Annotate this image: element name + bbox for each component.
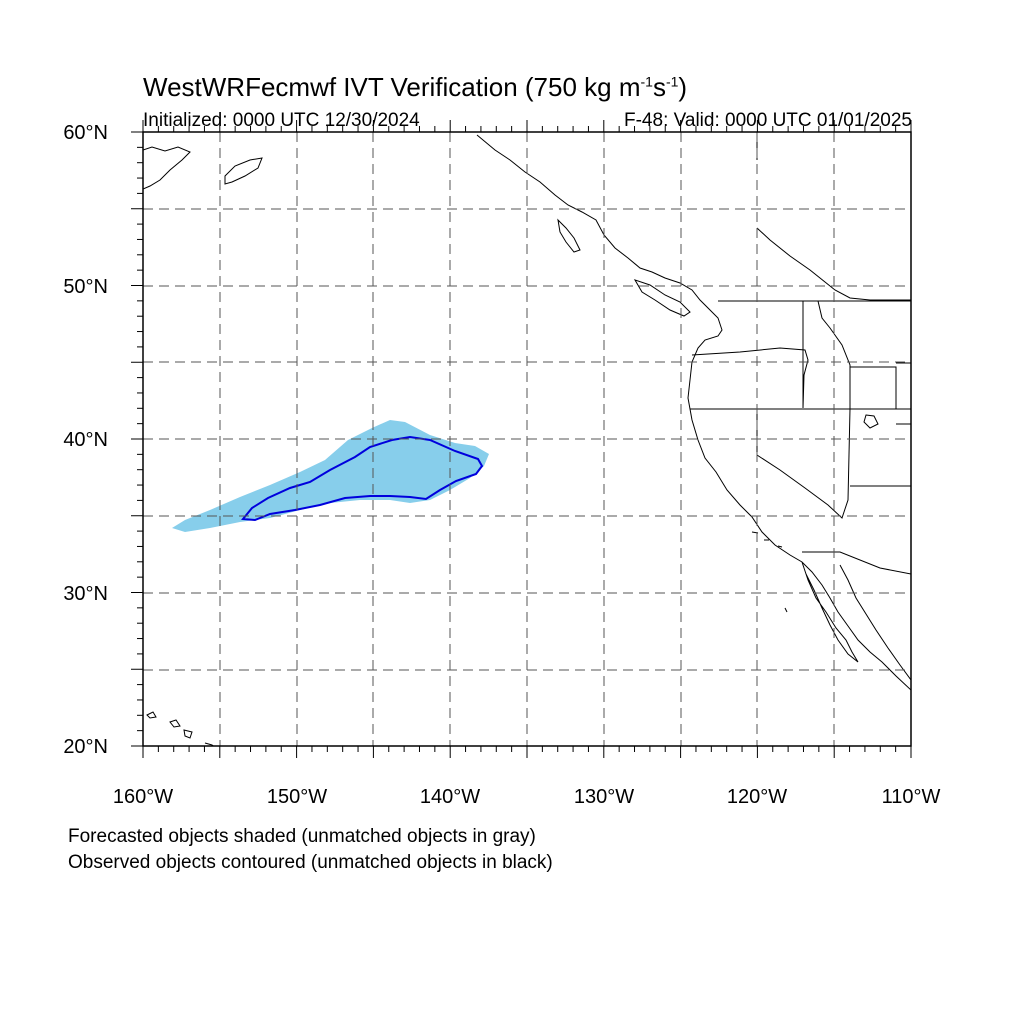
map-title: WestWRFecmwf IVT Verification (750 kg m-… <box>143 72 687 103</box>
graticule <box>143 132 911 746</box>
valid-time-label: F-48: Valid: 0000 UTC 01/01/2025 <box>624 110 912 131</box>
x-tick-label: 120°W <box>726 786 788 808</box>
title-exponent-2: -1 <box>665 73 679 90</box>
x-tick-label: 130°W <box>573 786 635 808</box>
title-text: WestWRFecmwf IVT Verification (750 kg m <box>143 72 641 102</box>
observed-object-contour <box>241 435 484 522</box>
legend-forecast-note: Forecasted objects shaded (unmatched obj… <box>68 826 536 847</box>
y-tick-label: 20°N <box>63 736 108 758</box>
title-exponent-1: -1 <box>640 73 653 90</box>
x-tick-label: 140°W <box>419 786 481 808</box>
coastline-vancouver-island <box>633 279 691 317</box>
political-boundaries <box>690 132 911 575</box>
x-tick-label: 150°W <box>266 786 328 808</box>
y-tick-label: 30°N <box>63 583 108 605</box>
title-close-paren: ) <box>678 72 688 102</box>
coastline-alaska-peninsula <box>143 146 191 190</box>
forecast-object-shade <box>172 420 489 532</box>
coastline-baja <box>801 561 859 663</box>
y-tick-label: 50°N <box>63 276 108 298</box>
legend-observed-note: Observed objects contoured (unmatched ob… <box>68 852 553 873</box>
x-tick-label: 110°W <box>881 786 941 808</box>
initialized-label: Initialized: 0000 UTC 12/30/2024 <box>143 110 420 131</box>
y-tick-label: 60°N <box>63 122 108 144</box>
coastline-hawaii <box>146 711 215 746</box>
coastline-channel-islands <box>751 531 788 613</box>
axis-ticks <box>131 120 912 758</box>
coastline-gulf-california <box>839 564 911 681</box>
coastline-pacific-northwest <box>476 134 911 691</box>
coastline-kodiak <box>224 157 263 185</box>
lake-great-salt <box>863 414 879 429</box>
y-tick-label: 40°N <box>63 429 108 451</box>
coastline-haida-gwaii <box>557 218 581 253</box>
x-tick-label: 160°W <box>112 786 174 808</box>
title-unit-s: s <box>652 72 666 102</box>
